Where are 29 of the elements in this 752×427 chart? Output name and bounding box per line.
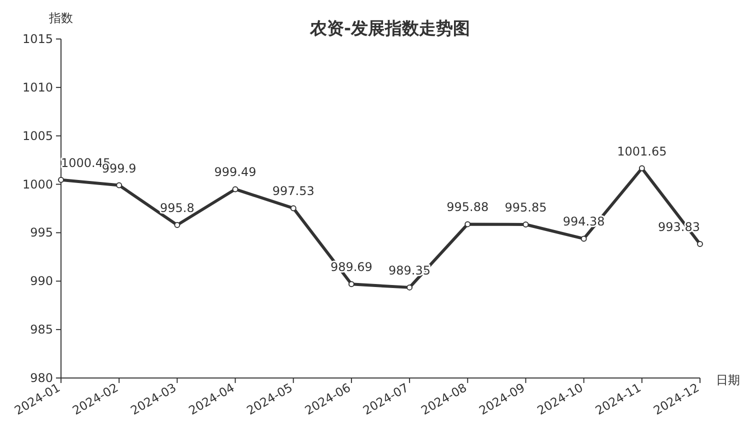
data-label: 1001.65 [617, 144, 667, 158]
y-tick-label: 1005 [22, 128, 53, 143]
point [464, 221, 471, 228]
point [522, 221, 529, 228]
point [58, 176, 64, 183]
data-label: 995.8 [160, 200, 194, 215]
point [406, 284, 413, 290]
data-label: 997.53 [272, 184, 314, 198]
point [638, 165, 645, 172]
y-tick-label: 980 [30, 371, 53, 385]
y-tick-label: 995 [30, 226, 53, 240]
data-label: 999.49 [214, 165, 256, 180]
y-axis-title: 指数 [48, 11, 73, 25]
point [697, 241, 703, 248]
y-tick-label: 1000 [22, 177, 53, 192]
point [232, 186, 238, 192]
point [580, 236, 587, 242]
point [116, 182, 122, 188]
y-tick-label: 1010 [22, 80, 53, 94]
y-tick-label: 985 [30, 322, 53, 337]
y-tick-label: 1015 [22, 32, 53, 46]
point [348, 281, 354, 288]
chart-title: 农资-发展指数走势图 [308, 19, 470, 39]
point [290, 205, 296, 212]
point [174, 222, 180, 228]
data-label: 995.85 [504, 200, 547, 214]
data-label: 995.88 [446, 200, 489, 214]
y-tick-label: 990 [30, 274, 53, 288]
x-axis-title: 日期 [716, 373, 740, 387]
